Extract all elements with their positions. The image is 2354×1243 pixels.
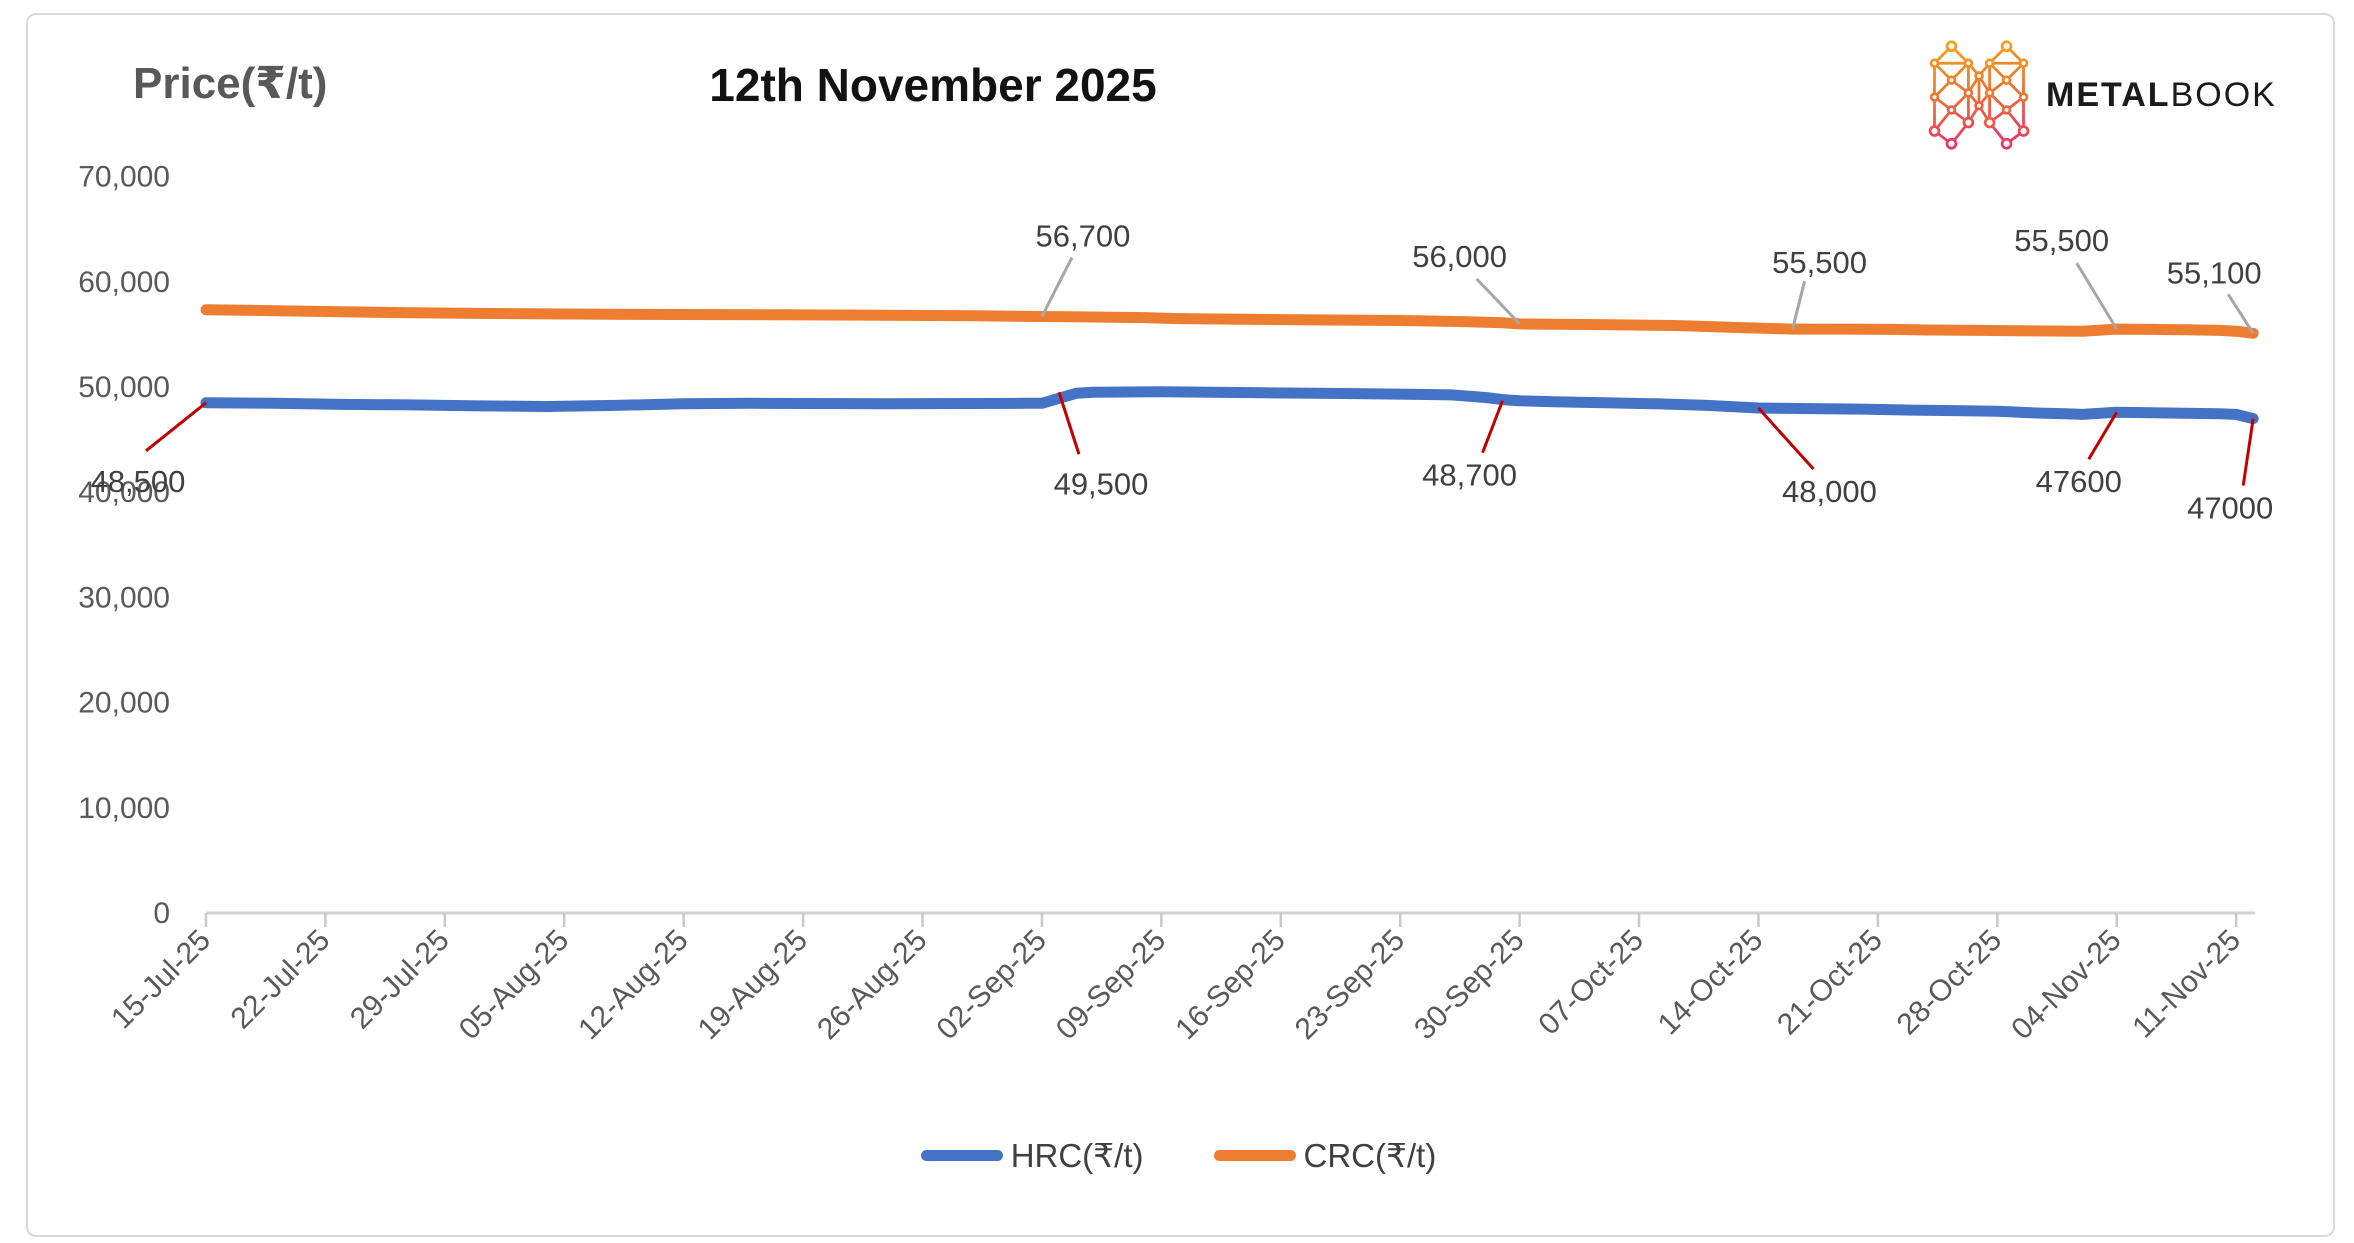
chart-title: 12th November 2025 — [709, 59, 1157, 111]
x-tick-label: 07-Oct-25 — [1532, 924, 1650, 1042]
annotation-label: 48,700 — [1422, 458, 1517, 493]
chart-card — [26, 13, 2335, 1237]
y-tick-label: 40,000 — [78, 476, 170, 509]
y-tick-label: 50,000 — [78, 371, 170, 404]
annotation-leader-line — [2226, 293, 2255, 335]
annotation-label: 48,000 — [1782, 474, 1877, 509]
y-axis-title: Price(₹/t) — [133, 59, 328, 108]
series-line-hrc — [200, 386, 2259, 425]
annotation-leader-line — [2241, 418, 2255, 486]
x-tick-label: 15-Jul-25 — [105, 924, 217, 1036]
annotation-leader-line — [1040, 256, 1074, 318]
annotation-label: 55,500 — [2014, 223, 2109, 258]
y-tick-label: 20,000 — [78, 687, 170, 720]
annotation-leader-line — [1057, 391, 1081, 455]
annotation-leader-line — [145, 401, 207, 452]
legend-swatch-hrc — [920, 1150, 1003, 1161]
series-line-crc — [200, 304, 2259, 339]
annotation-leader-line — [1791, 280, 1807, 330]
annotation-label: 55,500 — [1772, 245, 1867, 280]
annotation-leader-line — [1481, 400, 1504, 454]
annotation-leader-line — [1475, 277, 1521, 325]
x-tick-label: 29-Jul-25 — [344, 924, 456, 1036]
x-tick-label: 28-Oct-25 — [1891, 924, 2009, 1042]
logo-text-metal: METAL — [2046, 75, 2171, 114]
y-tick-label: 60,000 — [78, 266, 170, 299]
annotation-leader-line — [2075, 262, 2119, 330]
annotation-label: 56,000 — [1412, 239, 1507, 274]
x-tick-label: 09-Sep-25 — [1050, 924, 1172, 1046]
x-tick-label: 22-Jul-25 — [225, 924, 337, 1036]
x-tick-label: 21-Oct-25 — [1771, 924, 1889, 1042]
x-tick-label: 04-Nov-25 — [2005, 924, 2127, 1046]
metalbook-logo-icon — [1928, 40, 2030, 150]
x-tick-label: 14-Oct-25 — [1652, 924, 1770, 1042]
legend-item-crc: CRC(₹/t) — [1213, 1136, 1437, 1175]
x-tick-label: 11-Nov-25 — [2126, 924, 2247, 1045]
x-tick-label: 12-Aug-25 — [572, 924, 694, 1046]
annotation-label: 47600 — [2036, 464, 2122, 499]
x-tick-label: 05-Aug-25 — [453, 924, 575, 1046]
y-tick-label: 10,000 — [78, 792, 170, 825]
annotation-leader-line — [1757, 407, 1815, 471]
legend-swatch-crc — [1213, 1150, 1296, 1161]
y-tick-label: 30,000 — [78, 581, 170, 614]
legend-label-hrc: HRC(₹/t) — [1010, 1137, 1144, 1174]
metalbook-wordmark: METALBOOK — [2046, 76, 2277, 115]
x-tick-label: 26-Aug-25 — [811, 924, 933, 1046]
legend-label-crc: CRC(₹/t) — [1303, 1137, 1437, 1174]
logo-text-book: BOOK — [2170, 75, 2277, 114]
annotation-label: 49,500 — [1054, 466, 1149, 501]
x-tick-label: 30-Sep-25 — [1408, 924, 1530, 1046]
y-tick-label: 70,000 — [78, 161, 170, 194]
y-tick-label: 0 — [153, 897, 170, 930]
legend-item-hrc: HRC(₹/t) — [920, 1136, 1144, 1175]
annotation-label: 47000 — [2187, 491, 2273, 526]
annotation-leader-line — [2087, 411, 2119, 461]
x-tick-label: 23-Sep-25 — [1289, 924, 1411, 1046]
annotation-label: 48,500 — [91, 464, 186, 499]
x-tick-label: 19-Aug-25 — [692, 924, 814, 1046]
x-tick-label: 02-Sep-25 — [930, 924, 1052, 1046]
chart-legend: HRC(₹/t) CRC(₹/t) — [26, 1136, 2331, 1175]
annotation-label: 55,100 — [2167, 255, 2262, 290]
x-tick-label: 16-Sep-25 — [1169, 924, 1291, 1046]
metalbook-logo: METALBOOK — [1926, 36, 2277, 154]
annotation-label: 56,700 — [1036, 219, 1131, 254]
